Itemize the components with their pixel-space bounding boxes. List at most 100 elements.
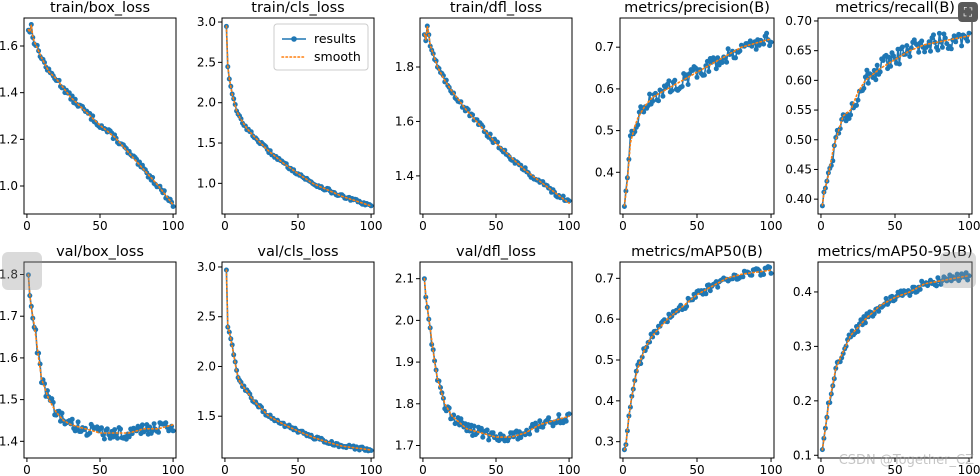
results-point bbox=[72, 96, 78, 102]
x-tick-label: 0 bbox=[23, 219, 31, 233]
watermark: CSDN @Together_CZ bbox=[838, 453, 974, 468]
plot-area-frame bbox=[419, 17, 573, 215]
y-tick-label: 2.5 bbox=[197, 310, 216, 324]
results-point bbox=[672, 77, 678, 83]
results-point bbox=[687, 71, 693, 77]
results-point bbox=[44, 388, 50, 394]
chart-title: metrics/recall(B) bbox=[835, 0, 955, 16]
chart-metrics-map50: metrics/mAP50(B) 0 50 100 0.3 0.4 0.5 0.6 0.7 bbox=[595, 244, 783, 476]
smooth-series-line bbox=[821, 274, 970, 451]
results-point bbox=[965, 277, 971, 283]
results-point bbox=[719, 60, 725, 65]
y-tick-label: 0.7 bbox=[595, 271, 614, 285]
y-tick-label: 1.5 bbox=[197, 136, 216, 150]
y-tick-label: 0.65 bbox=[785, 44, 812, 58]
smooth-series-line bbox=[821, 35, 970, 206]
y-tick-label: 0.40 bbox=[785, 192, 812, 206]
chart-val-dfl-loss: val/dfl_loss 0 50 100 1.7 1.8 1.9 2.0 2.1 bbox=[395, 244, 581, 476]
x-tick-label: 0 bbox=[619, 463, 627, 476]
results-point bbox=[115, 435, 120, 441]
y-tick-label: 0.1 bbox=[793, 448, 812, 462]
results-point bbox=[490, 430, 496, 436]
results-point bbox=[965, 38, 971, 44]
expand-icon[interactable]: ⛶ bbox=[958, 2, 978, 22]
x-tick-label: 50 bbox=[887, 463, 902, 476]
legend-box bbox=[273, 23, 369, 71]
results-point bbox=[855, 97, 861, 103]
results-point bbox=[126, 434, 132, 440]
results-point bbox=[59, 410, 65, 416]
chart-title: val/dfl_loss bbox=[456, 244, 536, 260]
results-point bbox=[660, 93, 666, 99]
y-tick-label: 1.7 bbox=[0, 309, 18, 323]
plot-area-frame bbox=[619, 261, 775, 459]
y-tick-label: 0.6 bbox=[595, 312, 614, 326]
smooth-series-line bbox=[225, 269, 372, 451]
y-tick-label: 1.5 bbox=[197, 409, 216, 423]
results-point bbox=[423, 294, 429, 300]
y-tick-label: 0.50 bbox=[785, 133, 812, 147]
results-point bbox=[936, 30, 942, 36]
results-point bbox=[749, 272, 755, 278]
results-point bbox=[934, 283, 939, 289]
x-tick-label: 50 bbox=[290, 463, 305, 476]
y-tick-label: 1.4 bbox=[0, 86, 18, 100]
results-point bbox=[664, 319, 670, 325]
y-tick-label: 0.4 bbox=[595, 394, 614, 408]
results-point bbox=[896, 61, 902, 67]
results-point bbox=[713, 66, 719, 72]
plot-area-frame bbox=[817, 17, 973, 215]
results-point bbox=[877, 69, 883, 75]
results-point bbox=[733, 55, 738, 61]
results-point bbox=[916, 49, 922, 55]
y-tick-label: 2.0 bbox=[197, 96, 216, 110]
x-tick-label: 50 bbox=[290, 219, 305, 233]
y-tick-label: 0.55 bbox=[785, 103, 812, 117]
results-point bbox=[707, 288, 713, 294]
chart-title: train/box_loss bbox=[50, 0, 150, 16]
results-point bbox=[139, 422, 145, 428]
results-point bbox=[679, 84, 685, 89]
results-point bbox=[966, 273, 972, 279]
results-point bbox=[626, 413, 632, 419]
y-tick-label: 1.6 bbox=[0, 351, 18, 365]
x-tick-label: 0 bbox=[221, 219, 229, 233]
chart-val-box-loss: val/box_loss 0 50 100 1.4 1.5 1.6 1.7 1.8 bbox=[0, 244, 185, 476]
results-point bbox=[635, 122, 641, 128]
chart-val-cls-loss: val/cls_loss 0 50 100 1.5 2.0 2.5 3.0 bbox=[197, 244, 383, 476]
results-point bbox=[858, 317, 864, 323]
results-point bbox=[919, 38, 925, 44]
results-point bbox=[740, 274, 746, 280]
chart-title: metrics/precision(B) bbox=[624, 0, 770, 16]
smooth-series-line bbox=[623, 38, 772, 207]
results-point bbox=[928, 48, 933, 54]
results-point bbox=[959, 43, 965, 49]
results-point bbox=[873, 77, 879, 83]
results-point bbox=[917, 286, 923, 292]
plot-area-frame bbox=[419, 261, 573, 459]
smooth-series-line bbox=[423, 26, 570, 204]
x-tick-label: 100 bbox=[162, 219, 185, 233]
results-point bbox=[874, 62, 880, 68]
chart-title: train/cls_loss bbox=[251, 0, 344, 16]
results-point bbox=[623, 188, 629, 194]
results-point bbox=[118, 426, 123, 432]
results-point bbox=[104, 426, 110, 432]
x-tick-label: 50 bbox=[887, 219, 902, 233]
results-point bbox=[715, 284, 721, 290]
results-point bbox=[163, 420, 169, 426]
highlight-left-marker bbox=[2, 252, 42, 290]
results-point bbox=[465, 107, 471, 113]
results-point bbox=[871, 311, 877, 317]
results-point bbox=[566, 198, 572, 204]
results-point bbox=[478, 425, 484, 431]
results-point bbox=[848, 112, 854, 118]
results-point bbox=[862, 320, 868, 326]
results-point bbox=[156, 429, 161, 435]
chart-train-dfl-loss: train/dfl_loss 0 50 100 1.4 1.6 1.8 bbox=[395, 0, 581, 233]
x-tick-label: 50 bbox=[488, 463, 503, 476]
y-tick-label: 2.1 bbox=[395, 272, 414, 286]
y-tick-label: 0.60 bbox=[785, 73, 812, 87]
y-tick-label: 1.4 bbox=[0, 434, 18, 448]
